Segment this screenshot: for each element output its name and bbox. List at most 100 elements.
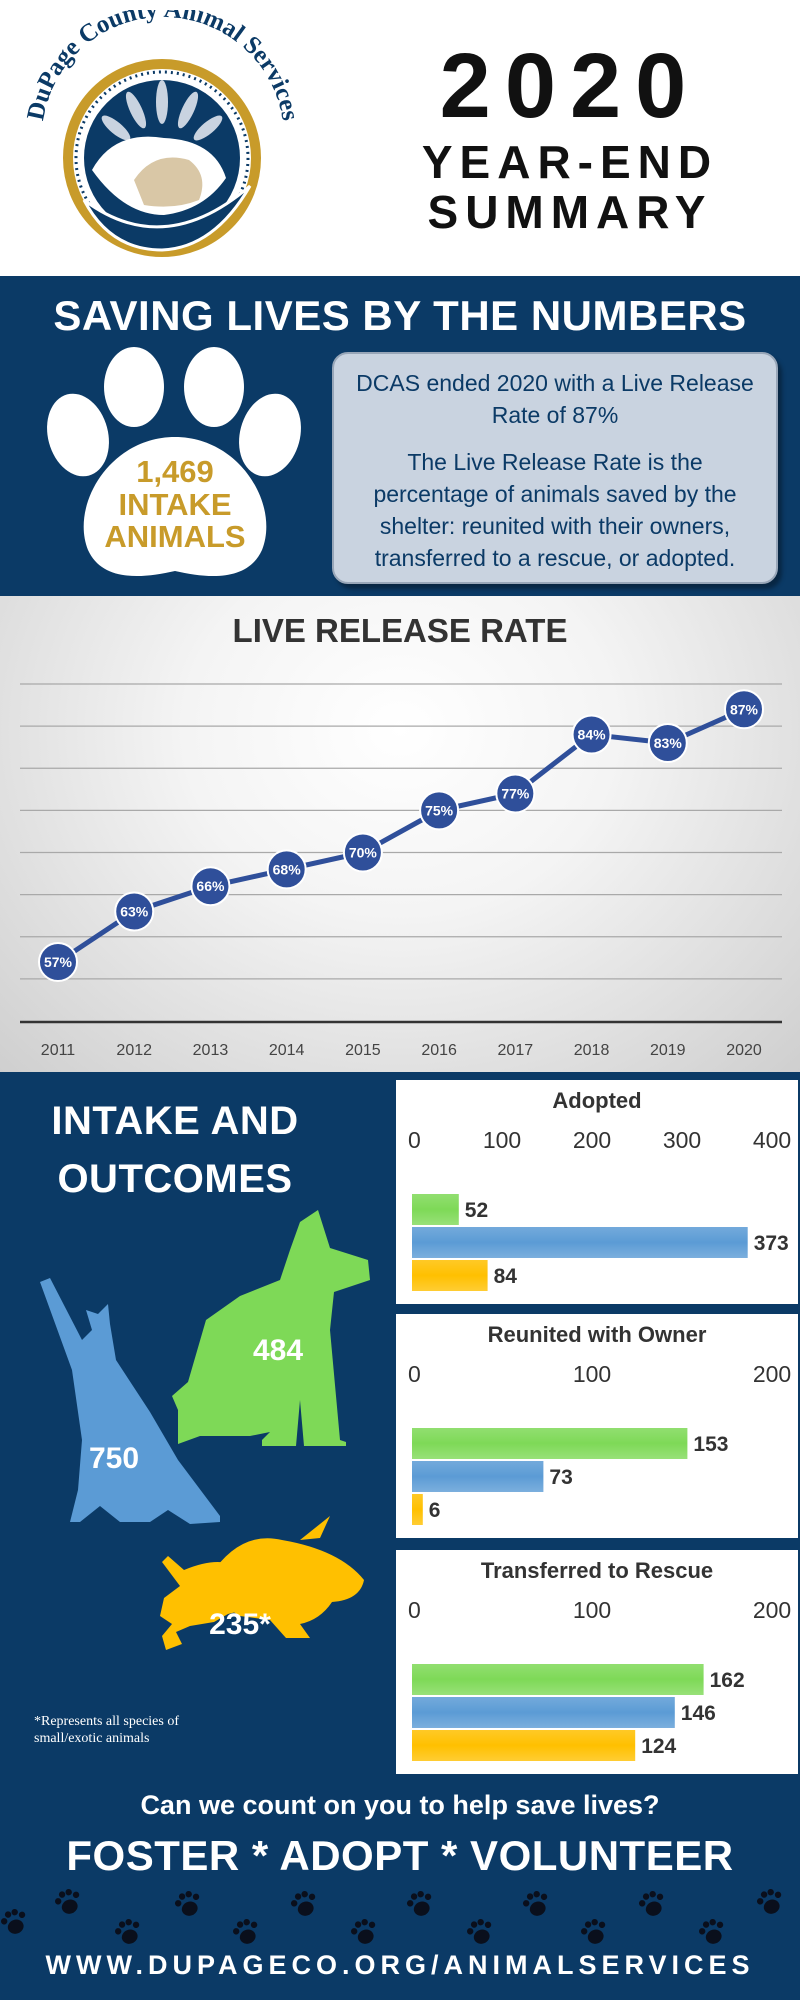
bar-value-label: 84 xyxy=(494,1265,518,1288)
intake-label-line2: ANIMALS xyxy=(104,519,246,555)
rabbit-icon xyxy=(160,1516,364,1650)
bar xyxy=(412,1194,459,1225)
bar-axis-tick: 0 xyxy=(408,1127,421,1153)
cta-main: FOSTER * ADOPT * VOLUNTEER xyxy=(66,1832,734,1879)
data-label: 77% xyxy=(501,786,530,802)
paw-print-icon xyxy=(114,1918,140,1944)
line-chart-title: LIVE RELEASE RATE xyxy=(232,612,568,649)
year-title: 2020 xyxy=(439,35,701,137)
data-label: 68% xyxy=(273,861,302,877)
adopted-chart: Adopted 0 100 200 300 400 52 373 84 xyxy=(396,1080,798,1304)
bar-value-label: 73 xyxy=(549,1466,572,1489)
intake-outcomes-heading: INTAKE AND OUTCOMES xyxy=(20,1092,330,1208)
x-tick-label: 2018 xyxy=(574,1042,610,1059)
paw-print-icon xyxy=(0,1908,26,1934)
paw-print-icon xyxy=(350,1918,376,1944)
bar xyxy=(412,1227,748,1258)
bar-axis-tick: 0 xyxy=(408,1597,421,1623)
intake-outcomes-heading-line1: INTAKE AND xyxy=(51,1099,299,1143)
bar xyxy=(412,1494,423,1525)
bar-value-label: 153 xyxy=(693,1433,728,1456)
bar-axis-tick: 400 xyxy=(753,1127,791,1153)
transferred-chart-title: Transferred to Rescue xyxy=(480,1558,714,1583)
dog-icon xyxy=(172,1210,370,1446)
live-release-rate-callout: DCAS ended 2020 with a Live Release Rate… xyxy=(332,352,778,584)
x-tick-label: 2020 xyxy=(726,1042,762,1059)
bar-value-label: 6 xyxy=(429,1499,441,1522)
data-point xyxy=(495,773,536,814)
bar-value-label: 373 xyxy=(754,1232,789,1255)
intake-count: 1,469 INTAKE ANIMALS xyxy=(70,454,280,555)
paw-print-icon xyxy=(232,1918,258,1944)
bar-axis-tick: 200 xyxy=(753,1597,791,1623)
paw-print-icon xyxy=(522,1890,548,1916)
bar-value-label: 124 xyxy=(641,1735,676,1758)
data-label: 75% xyxy=(425,802,454,818)
line-series xyxy=(56,706,746,965)
bar xyxy=(412,1664,704,1695)
paw-print-icon xyxy=(698,1918,724,1944)
data-point xyxy=(342,832,383,873)
adopted-chart-plot: 0 100 200 300 400 52 373 84 xyxy=(408,1127,791,1291)
paw-print-icon xyxy=(756,1888,782,1914)
x-tick-label: 2011 xyxy=(41,1042,76,1059)
bar-axis-tick: 300 xyxy=(663,1127,701,1153)
bar-axis-tick: 100 xyxy=(573,1361,611,1387)
paw-print-icon xyxy=(174,1890,200,1916)
reunited-chart-plot: 0 100 200 153 73 6 xyxy=(408,1361,791,1525)
bar xyxy=(412,1260,488,1291)
data-label: 63% xyxy=(120,903,149,919)
x-tick-label: 2017 xyxy=(498,1042,534,1059)
intake-outcomes-heading-line2: OUTCOMES xyxy=(57,1157,293,1201)
data-point xyxy=(266,849,307,890)
callout-text-1: DCAS ended 2020 with a Live Release Rate… xyxy=(356,370,754,428)
bar-axis-tick: 200 xyxy=(573,1127,611,1153)
bar-axis-tick: 100 xyxy=(483,1127,521,1153)
data-label: 87% xyxy=(730,701,759,717)
intake-number: 1,469 xyxy=(136,454,214,489)
x-tick-label: 2016 xyxy=(421,1042,457,1059)
animal-silhouettes: 484 750 235* xyxy=(40,1210,370,1650)
bar-value-label: 162 xyxy=(710,1669,745,1692)
bar-axis-tick: 200 xyxy=(753,1361,791,1387)
data-point xyxy=(647,722,688,763)
bar-value-label: 146 xyxy=(681,1702,716,1725)
data-point xyxy=(114,891,155,932)
reunited-chart: Reunited with Owner 0 100 200 153 73 6 xyxy=(396,1314,798,1538)
paw-print-icon xyxy=(638,1890,664,1916)
data-point xyxy=(571,714,612,755)
footnote-line2: small/exotic animals xyxy=(34,1730,150,1746)
summary-title: YEAR-END SUMMARY xyxy=(380,136,760,238)
data-point xyxy=(190,866,231,907)
footnote: *Represents all species of small/exotic … xyxy=(34,1714,294,1748)
intake-label-line1: INTAKE xyxy=(118,486,232,522)
callout-text-2: The Live Release Rate is the percentage … xyxy=(373,449,737,571)
data-point xyxy=(38,942,78,983)
x-tick-label: 2019 xyxy=(650,1042,686,1059)
paw-print-icon xyxy=(466,1918,492,1944)
paw-print-icon xyxy=(406,1890,432,1916)
data-label: 66% xyxy=(196,878,225,894)
dog-count: 484 xyxy=(253,1334,303,1367)
bar-axis-tick: 100 xyxy=(573,1597,611,1623)
x-tick-label: 2014 xyxy=(269,1042,305,1059)
cat-count: 750 xyxy=(89,1442,139,1475)
data-label: 57% xyxy=(44,954,73,970)
saving-lives-heading: SAVING LIVES BY THE NUMBERS xyxy=(53,292,747,339)
data-label: 83% xyxy=(654,735,683,751)
footnote-line1: *Represents all species of xyxy=(34,1714,180,1729)
small-animal-count: 235* xyxy=(209,1608,271,1641)
summary-title-line1: YEAR-END xyxy=(421,136,719,188)
data-label: 84% xyxy=(578,727,607,743)
bar xyxy=(412,1428,688,1459)
paw-print-icon xyxy=(580,1918,606,1944)
dupage-logo: DuPage County Animal Services xyxy=(22,10,304,257)
data-point xyxy=(724,689,764,730)
paw-print-trail xyxy=(0,1888,782,1944)
paw-print-icon xyxy=(290,1890,316,1916)
summary-title-line2: SUMMARY xyxy=(427,185,713,238)
website-link[interactable]: WWW.DUPAGECO.ORG/ANIMALSERVICES xyxy=(45,1950,755,1980)
cat-icon xyxy=(40,1278,220,1524)
paw-icon xyxy=(47,347,301,577)
